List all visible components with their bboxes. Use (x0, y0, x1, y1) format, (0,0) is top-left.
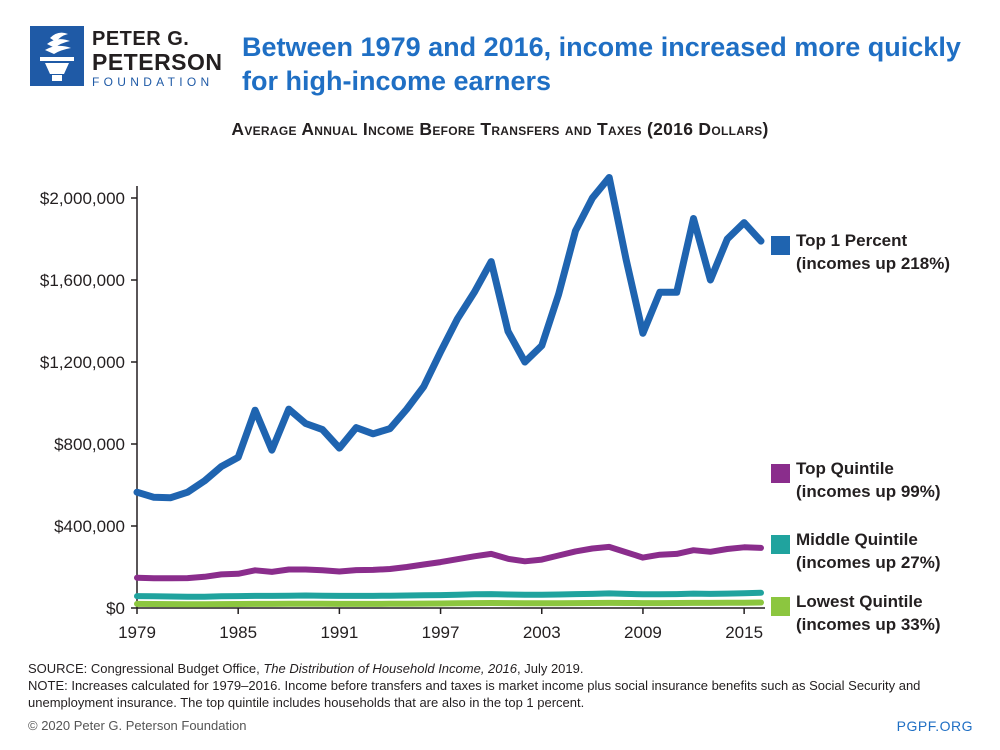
legend-label: Lowest Quintile (796, 592, 923, 611)
y-tick-label: $400,000 (54, 517, 125, 536)
legend-swatch (771, 464, 790, 483)
method-note: NOTE: Increases calculated for 1979–2016… (28, 678, 921, 710)
logo-line-2: PETERSON (92, 49, 223, 75)
x-tick-label: 1985 (219, 623, 257, 642)
site-link[interactable]: PGPF.ORG (896, 718, 973, 734)
y-tick-label: $2,000,000 (40, 189, 125, 208)
series-line (134, 599, 764, 608)
legend-note: (incomes up 218%) (796, 254, 950, 273)
x-tick-label: 2015 (725, 623, 763, 642)
legend-swatch (771, 535, 790, 554)
logo: PETER G. PETERSON FOUNDATION (30, 26, 223, 90)
x-tick-label: 2003 (523, 623, 561, 642)
y-tick-label: $1,600,000 (40, 271, 125, 290)
line-chart: $0 $400,000 $800,000 $1,200,000 $1,600,000 $2… (40, 174, 950, 642)
chart-title: Between 1979 and 2016, income increased … (242, 32, 961, 96)
x-tick-label: 1991 (320, 623, 358, 642)
legend-note: (incomes up 99%) (796, 482, 941, 501)
source-suffix: , July 2019. (516, 661, 584, 676)
series-line (134, 543, 764, 582)
copyright: © 2020 Peter G. Peterson Foundation (28, 718, 247, 733)
series-line (133, 174, 765, 502)
legend-note: (incomes up 33%) (796, 615, 941, 634)
x-tick-label: 1997 (422, 623, 460, 642)
legend-swatch (771, 597, 790, 616)
logo-line-3: FOUNDATION (92, 75, 214, 89)
legend-swatch (771, 236, 790, 255)
chart-subtitle: Average Annual Income Before Transfers a… (231, 119, 769, 139)
y-tick-label: $1,200,000 (40, 353, 125, 372)
torch-icon (30, 26, 84, 86)
y-tick-label: $800,000 (54, 435, 125, 454)
y-tick-label: $0 (106, 599, 125, 618)
x-tick-label: 2009 (624, 623, 662, 642)
series-line (134, 589, 764, 600)
legend-note: (incomes up 27%) (796, 553, 941, 572)
legend-label: Top Quintile (796, 459, 894, 478)
x-tick-label: 1979 (118, 623, 156, 642)
legend-label: Top 1 Percent (796, 231, 907, 250)
notes: SOURCE: Congressional Budget Office, The… (28, 660, 978, 711)
source-prefix: SOURCE: Congressional Budget Office, (28, 661, 264, 676)
source-title: The Distribution of Household Income, 20… (263, 661, 517, 676)
source-note: SOURCE: Congressional Budget Office, The… (28, 660, 978, 677)
logo-line-1: PETER G. (92, 28, 190, 50)
legend-label: Middle Quintile (796, 530, 918, 549)
